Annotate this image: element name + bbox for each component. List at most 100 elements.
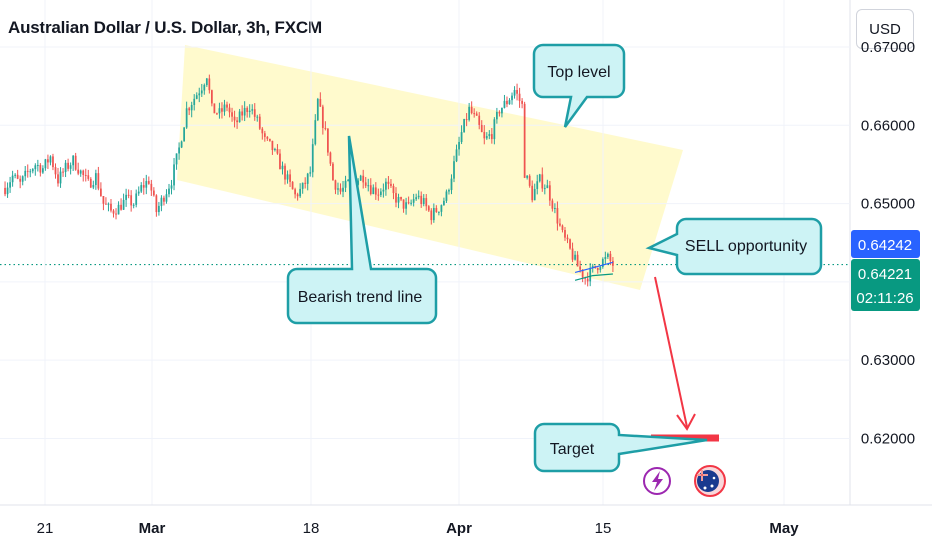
candle-body [195, 95, 198, 99]
bearish-channel[interactable] [177, 45, 683, 290]
candle-body [337, 188, 339, 190]
candle-body [579, 266, 582, 270]
candle-body [559, 223, 561, 226]
candle-body [538, 174, 541, 182]
candle-body [453, 161, 455, 179]
candle-body [132, 204, 135, 206]
candle-body [513, 89, 516, 96]
candle-body [107, 203, 110, 205]
candle-body [236, 120, 238, 123]
candle-body [327, 128, 329, 153]
candle-body [493, 119, 496, 140]
candle-body [39, 165, 42, 173]
callout-target-label: Target [550, 441, 595, 458]
x-tick-label: May [769, 520, 799, 537]
candle-body [554, 208, 556, 210]
candle-body [508, 100, 511, 105]
candle-body [198, 93, 201, 96]
candle-body [422, 198, 425, 205]
candle-body [26, 170, 29, 172]
candle-body [342, 187, 344, 192]
candle-body [246, 107, 249, 112]
candle-body [291, 181, 294, 190]
callout-target[interactable]: Target [533, 422, 708, 473]
candle-body [503, 100, 506, 108]
australia-flag-event-icon[interactable] [694, 465, 726, 497]
candle-body [150, 183, 153, 191]
candle-body [576, 254, 579, 267]
candle-body [506, 100, 508, 105]
candle-body [528, 175, 531, 186]
candle-body [294, 189, 296, 195]
callout-top-level[interactable]: Top level [532, 43, 626, 128]
candle-body [591, 265, 594, 268]
candle-body [425, 198, 428, 207]
candle-body [379, 191, 382, 195]
currency-button[interactable]: USD [856, 9, 914, 49]
candle-body [523, 103, 526, 178]
candle-body [599, 267, 602, 271]
candle-body [87, 175, 90, 179]
candle-body [127, 194, 130, 196]
candle-body [279, 153, 281, 170]
candle-body [208, 78, 211, 91]
ma-line-green [574, 273, 613, 281]
candle-body [238, 111, 241, 123]
candle-body [152, 190, 155, 196]
candle-body [301, 182, 304, 189]
candle-body [180, 141, 183, 148]
candle-body [427, 206, 430, 211]
candle-body [437, 211, 440, 213]
callout-bearish-trend-line[interactable]: Bearish trend line [286, 135, 438, 325]
candle-body [498, 111, 501, 114]
candle-body [31, 169, 34, 172]
candle-body [6, 187, 9, 195]
candle-body [430, 210, 433, 221]
grid [0, 0, 851, 505]
candle-body [392, 185, 395, 194]
candle-body [135, 193, 138, 205]
chart-title: Australian Dollar / U.S. Dollar, 3h, FXC… [8, 18, 322, 37]
time-axis: 21 Mar 18 Apr 15 May [0, 504, 932, 537]
candle-body [463, 119, 465, 133]
candles [4, 74, 614, 287]
y-tick-label: 0.62000 [861, 430, 915, 447]
candle-body [405, 202, 407, 209]
candle-body [57, 174, 59, 184]
candle-body [385, 181, 387, 190]
candle-body [415, 197, 418, 200]
candle-body [359, 175, 362, 181]
candle-body [145, 181, 148, 188]
candle-body [29, 171, 32, 173]
candle-body [233, 116, 236, 121]
candle-body [266, 136, 269, 139]
candle-body [140, 185, 143, 192]
candle-body [92, 185, 95, 188]
candle-body [364, 182, 367, 186]
target-arrow-shaft[interactable] [654, 276, 688, 428]
candle-body [362, 175, 365, 183]
candle-body [243, 107, 246, 116]
candle-body [316, 99, 319, 121]
candle-body [67, 162, 69, 169]
candle-body [402, 199, 405, 209]
x-tick-label: 15 [595, 520, 612, 537]
candle-body [561, 225, 564, 231]
candle-body [221, 108, 223, 112]
candle-body [82, 170, 85, 175]
candle-body [339, 188, 342, 192]
lightning-event-icon[interactable] [643, 467, 671, 495]
callout-sell-opportunity[interactable]: SELL opportunity [645, 217, 823, 276]
x-tick-label: Apr [446, 520, 472, 537]
candle-body [586, 278, 589, 282]
candle-body [284, 165, 286, 180]
candle-body [36, 165, 39, 167]
candle-body [309, 172, 312, 174]
candle-body [334, 180, 337, 190]
candle-body [569, 239, 571, 249]
candle-body [488, 134, 491, 137]
candle-body [79, 170, 82, 174]
candle-body [263, 133, 266, 137]
candle-body [89, 178, 92, 188]
